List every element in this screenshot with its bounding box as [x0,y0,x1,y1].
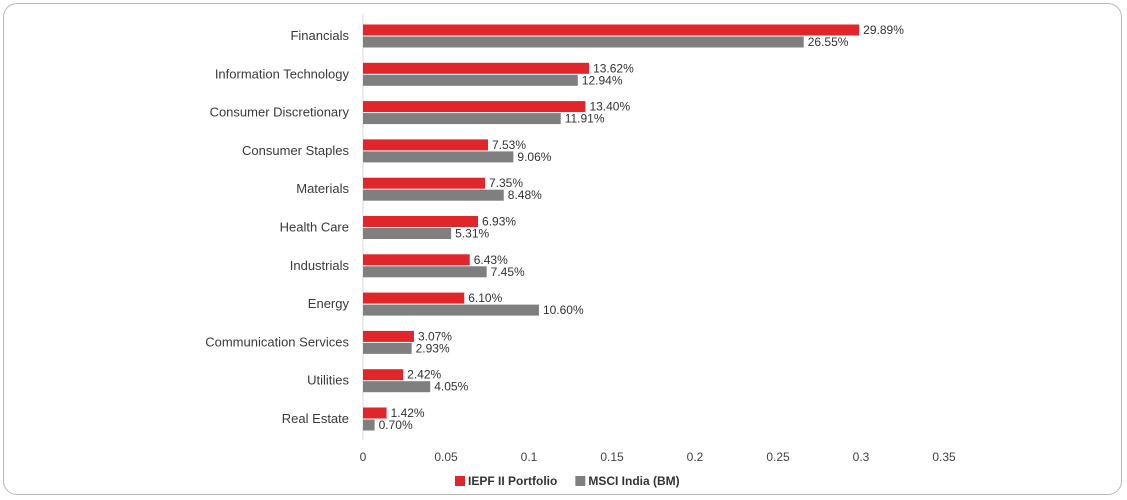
bar-benchmark [363,419,375,431]
legend: IEPF II Portfolio MSCI India (BM) [455,474,680,488]
data-label-portfolio: 13.40% [589,100,630,114]
category-label: Energy [308,296,350,311]
labels-layer: Financials 29.89% 26.55% Information Techno… [205,23,904,432]
bar-portfolio [363,101,586,113]
x-tick-label: 0.1 [521,450,538,464]
data-label-benchmark: 26.55% [808,35,849,49]
data-label-benchmark: 11.91% [565,112,605,126]
x-tick-label: 0.35 [932,450,956,464]
bars-layer [363,24,860,431]
data-label-portfolio: 3.07% [418,329,452,343]
bar-portfolio [363,24,860,36]
legend-label-portfolio: IEPF II Portfolio [468,474,557,488]
bar-benchmark [363,151,514,163]
category-label: Health Care [280,220,349,235]
bar-portfolio [363,254,470,266]
category-label: Industrials [290,258,350,273]
category-label: Utilities [307,373,349,388]
category-label: Materials [296,181,349,196]
data-label-portfolio: 2.42% [407,368,441,382]
category-label: Financials [290,28,349,43]
data-label-benchmark: 0.70% [379,418,413,432]
bar-portfolio [363,369,404,381]
data-label-benchmark: 12.94% [582,73,623,87]
data-label-benchmark: 9.06% [517,150,551,164]
bar-benchmark [363,304,539,316]
x-tick-label: 0.2 [687,450,704,464]
data-label-portfolio: 13.62% [593,61,634,75]
data-label-benchmark: 5.31% [455,227,489,241]
data-label-portfolio: 7.35% [489,176,523,190]
x-tick-label: 0 [360,450,367,464]
bar-benchmark [363,381,431,393]
legend-swatch-portfolio [455,476,465,486]
bar-portfolio [363,62,590,74]
bar-portfolio [363,216,479,227]
legend-swatch-benchmark [575,476,586,486]
data-label-benchmark: 2.93% [416,341,450,355]
data-label-portfolio: 6.10% [468,291,502,305]
x-tick-label: 0.05 [434,450,458,464]
data-label-portfolio: 6.93% [482,215,516,229]
data-label-benchmark: 4.05% [434,380,468,394]
x-tick-label: 0.15 [600,450,624,464]
data-label-portfolio: 6.43% [474,253,508,267]
bar-portfolio [363,330,414,342]
bar-benchmark [363,74,578,86]
x-tick-label: 0.3 [853,450,870,464]
data-label-portfolio: 1.42% [391,406,425,420]
category-label: Consumer Discretionary [210,105,350,120]
bar-benchmark [363,36,804,48]
bar-portfolio [363,177,486,189]
category-label: Real Estate [282,411,349,426]
bar-benchmark [363,189,504,201]
bar-portfolio [363,407,387,419]
bar-portfolio [363,139,488,151]
bar-portfolio [363,292,465,304]
data-label-benchmark: 7.45% [491,265,525,279]
data-label-benchmark: 8.48% [508,188,542,202]
category-label: Consumer Staples [242,143,349,158]
category-label: Information Technology [215,66,350,81]
data-label-portfolio: 29.89% [863,23,904,37]
category-label: Communication Services [205,334,349,349]
data-label-portfolio: 7.53% [492,138,526,152]
bar-benchmark [363,228,452,239]
bar-benchmark [363,342,412,354]
bar-benchmark [363,266,487,278]
bar-benchmark [363,113,561,125]
data-label-benchmark: 10.60% [543,303,584,317]
legend-label-benchmark: MSCI India (BM) [588,474,679,488]
x-tick-label: 0.25 [766,450,790,464]
